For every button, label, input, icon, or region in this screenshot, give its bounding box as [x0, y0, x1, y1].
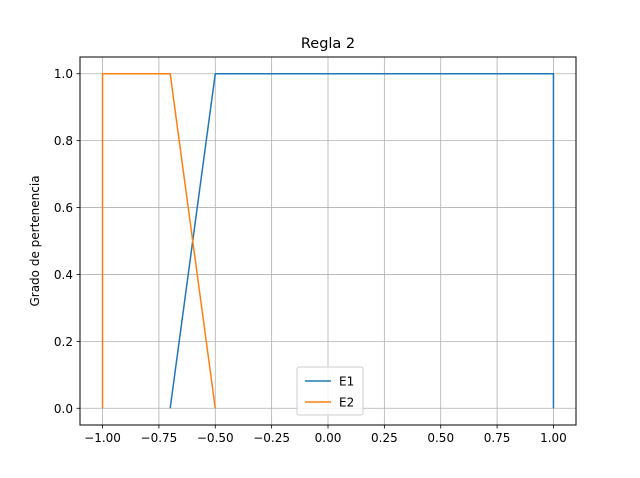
- plot-series: [101, 72, 555, 409]
- legend-label-e2: E2: [339, 396, 354, 410]
- x-tick-label: 0.50: [427, 431, 454, 445]
- chart-title: Regla 2: [301, 36, 355, 52]
- series-line-e2: [101, 72, 217, 409]
- legend: E1 E2: [296, 366, 364, 416]
- legend-box: [296, 366, 364, 416]
- x-tick-label: −0.25: [253, 431, 290, 445]
- y-tick-label: 0.8: [54, 134, 73, 148]
- ticks: −1.00 −0.75 −0.50 −0.25 0.00 0.25 0.50 0.75 1.00…: [54, 67, 567, 445]
- y-tick-label: 0.0: [54, 402, 73, 416]
- x-tick-label: −0.50: [197, 431, 234, 445]
- x-tick-label: −1.00: [84, 431, 121, 445]
- legend-label-e1: E1: [339, 375, 354, 389]
- y-tick-label: 1.0: [54, 67, 73, 81]
- x-tick-label: 0.00: [315, 431, 342, 445]
- x-tick-label: −0.75: [141, 431, 178, 445]
- y-axis-label: Grado de pertenencia: [28, 175, 42, 306]
- y-tick-label: 0.4: [54, 268, 73, 282]
- y-tick-label: 0.6: [54, 201, 73, 215]
- x-tick-label: 1.00: [540, 431, 567, 445]
- y-tick-label: 0.2: [54, 335, 73, 349]
- x-tick-label: 0.75: [484, 431, 511, 445]
- x-tick-label: 0.25: [371, 431, 398, 445]
